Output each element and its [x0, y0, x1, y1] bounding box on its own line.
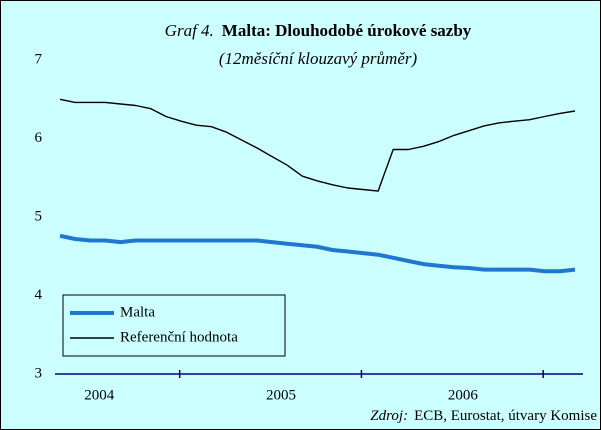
- y-tick-label: 5: [35, 208, 43, 224]
- y-tick-label: 6: [35, 130, 43, 146]
- chart-subtitle: (12měsíční klouzavý průměr): [219, 49, 418, 68]
- legend-label: Malta: [120, 304, 155, 320]
- x-tick-label: 2006: [448, 387, 479, 403]
- y-tick-label: 7: [35, 51, 43, 67]
- source-label: Zdroj:: [370, 408, 408, 424]
- x-tick-label: 2005: [266, 387, 296, 403]
- source-text: ECB, Eurostat, útvary Komise: [414, 408, 597, 424]
- source: Zdroj: ECB, Eurostat, útvary Komise: [370, 408, 597, 424]
- y-tick-label: 3: [35, 365, 43, 381]
- x-tick-label: 2004: [84, 387, 115, 403]
- chart-title: Graf 4. Malta: Dlouhodobé úrokové sazby: [165, 21, 472, 40]
- y-tick-label: 4: [35, 287, 43, 303]
- title-label: Graf 4.: [165, 21, 214, 40]
- title-text: Malta: Dlouhodobé úrokové sazby: [222, 21, 472, 40]
- series-line: [59, 233, 576, 274]
- legend-box: [62, 294, 286, 357]
- legend-label: Referenční hodnota: [120, 329, 238, 345]
- series-line: [59, 98, 576, 192]
